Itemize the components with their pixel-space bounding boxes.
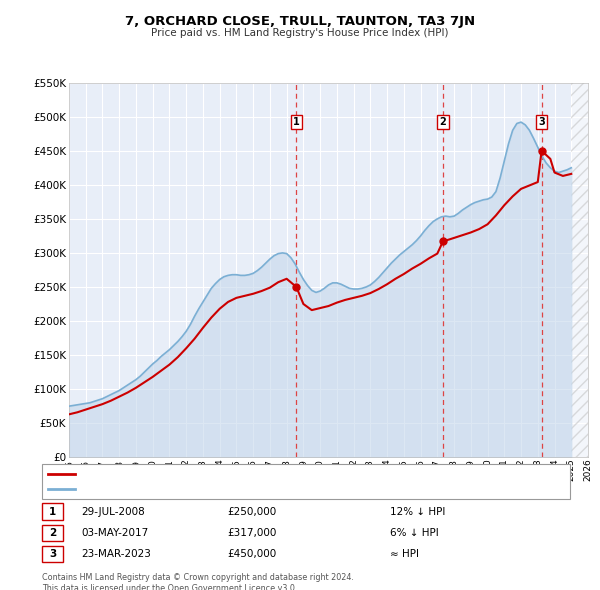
Text: £450,000: £450,000 (227, 549, 277, 559)
Text: 12% ↓ HPI: 12% ↓ HPI (390, 507, 445, 516)
Text: 23-MAR-2023: 23-MAR-2023 (81, 549, 151, 559)
Text: 1: 1 (293, 117, 300, 127)
Text: ≈ HPI: ≈ HPI (390, 549, 419, 559)
Text: £317,000: £317,000 (227, 528, 277, 537)
Text: £250,000: £250,000 (227, 507, 277, 516)
Text: 2: 2 (440, 117, 446, 127)
Text: 7, ORCHARD CLOSE, TRULL, TAUNTON, TA3 7JN (detached house): 7, ORCHARD CLOSE, TRULL, TAUNTON, TA3 7J… (79, 470, 389, 478)
Text: 7, ORCHARD CLOSE, TRULL, TAUNTON, TA3 7JN: 7, ORCHARD CLOSE, TRULL, TAUNTON, TA3 7J… (125, 15, 475, 28)
Text: Price paid vs. HM Land Registry's House Price Index (HPI): Price paid vs. HM Land Registry's House … (151, 28, 449, 38)
Text: 2: 2 (49, 528, 56, 537)
Text: Contains HM Land Registry data © Crown copyright and database right 2024.
This d: Contains HM Land Registry data © Crown c… (42, 573, 354, 590)
Text: 6% ↓ HPI: 6% ↓ HPI (390, 528, 439, 537)
Text: 1: 1 (49, 507, 56, 516)
Text: 29-JUL-2008: 29-JUL-2008 (81, 507, 145, 516)
Bar (571, 83, 588, 457)
Text: HPI: Average price, detached house, Somerset: HPI: Average price, detached house, Some… (79, 484, 301, 493)
Text: 03-MAY-2017: 03-MAY-2017 (81, 528, 148, 537)
Text: 3: 3 (49, 549, 56, 559)
Text: 3: 3 (538, 117, 545, 127)
